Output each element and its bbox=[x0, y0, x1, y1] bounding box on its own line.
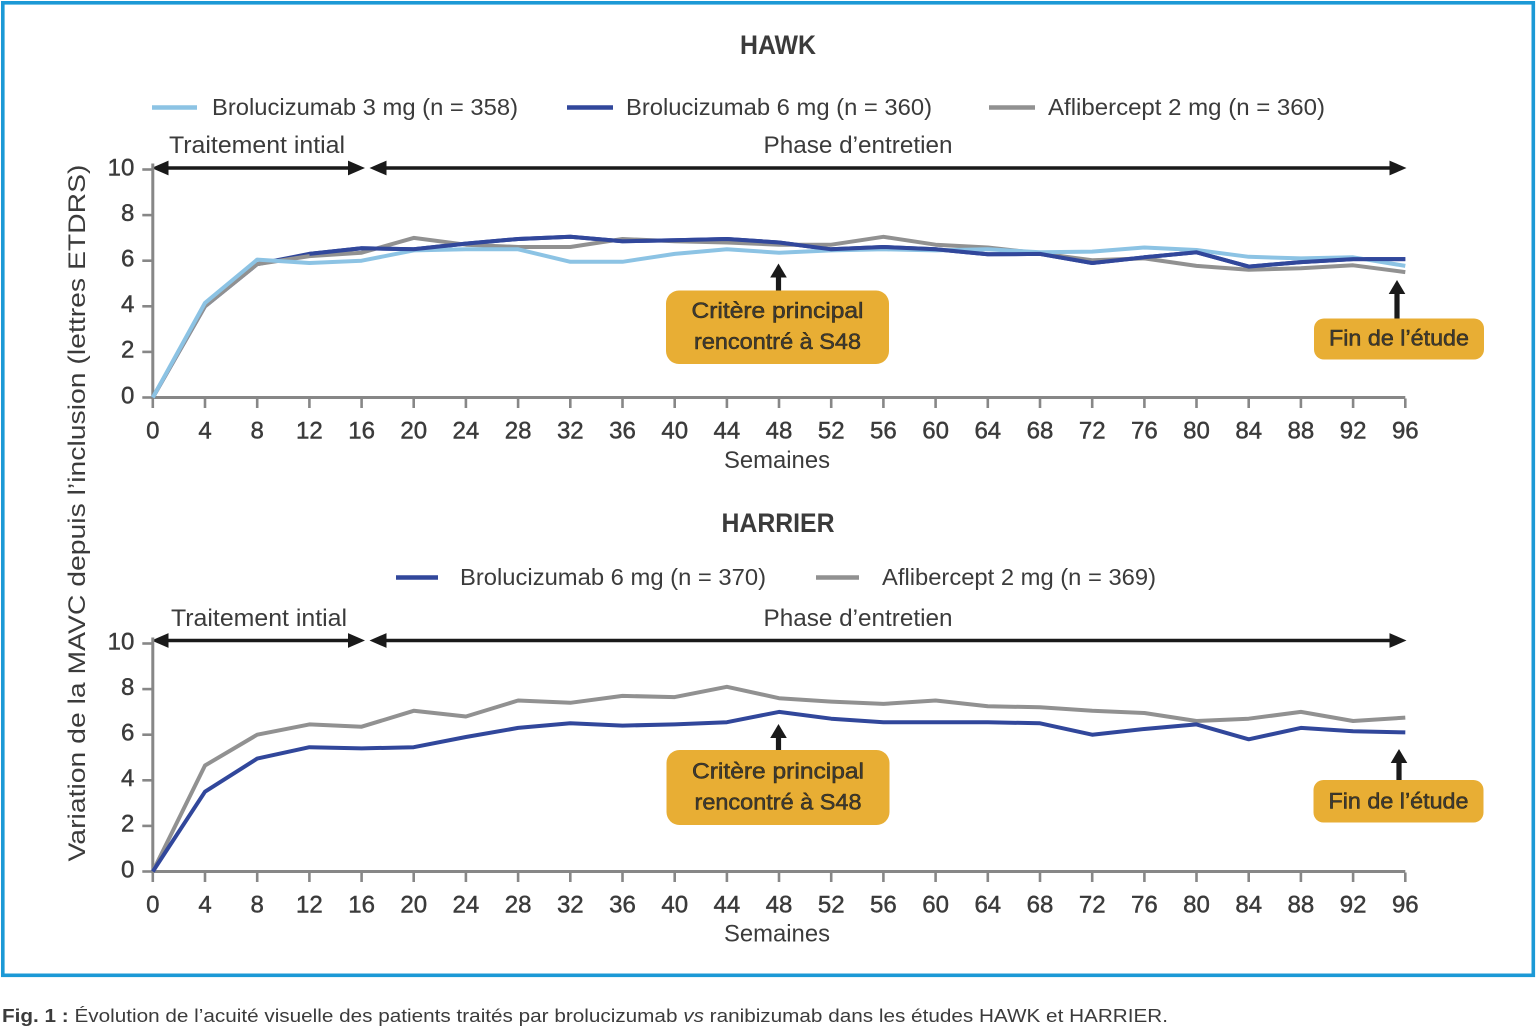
svg-text:Brolucizumab 3 mg (n = 358): Brolucizumab 3 mg (n = 358) bbox=[212, 94, 518, 120]
svg-text:Phase d’entretien: Phase d’entretien bbox=[764, 132, 953, 159]
svg-text:56: 56 bbox=[870, 418, 897, 445]
svg-text:24: 24 bbox=[453, 418, 480, 445]
svg-text:12: 12 bbox=[296, 418, 323, 445]
svg-text:40: 40 bbox=[661, 892, 688, 919]
svg-text:80: 80 bbox=[1183, 892, 1210, 919]
svg-text:32: 32 bbox=[557, 892, 584, 919]
svg-text:0: 0 bbox=[121, 856, 134, 883]
svg-text:8: 8 bbox=[121, 674, 134, 701]
svg-text:64: 64 bbox=[974, 418, 1001, 445]
svg-text:4: 4 bbox=[121, 291, 134, 318]
svg-text:96: 96 bbox=[1392, 892, 1419, 919]
svg-text:52: 52 bbox=[818, 418, 845, 445]
svg-text:8: 8 bbox=[121, 200, 134, 227]
svg-text:72: 72 bbox=[1079, 892, 1106, 919]
svg-text:72: 72 bbox=[1079, 418, 1106, 445]
svg-text:48: 48 bbox=[766, 892, 793, 919]
svg-text:60: 60 bbox=[922, 418, 949, 445]
svg-text:40: 40 bbox=[661, 418, 688, 445]
svg-text:Brolucizumab 6 mg (n = 360): Brolucizumab 6 mg (n = 360) bbox=[626, 94, 932, 120]
svg-text:Semaines: Semaines bbox=[724, 447, 830, 474]
svg-text:36: 36 bbox=[609, 892, 636, 919]
svg-text:20: 20 bbox=[400, 418, 427, 445]
svg-text:Critère principal: Critère principal bbox=[692, 298, 864, 323]
svg-text:16: 16 bbox=[348, 418, 375, 445]
svg-text:Variation de la MAVC depuis l’: Variation de la MAVC depuis l’inclusion … bbox=[64, 165, 91, 862]
svg-text:Aflibercept 2 mg (n = 360): Aflibercept 2 mg (n = 360) bbox=[1048, 94, 1325, 120]
svg-text:2: 2 bbox=[121, 337, 134, 364]
svg-text:96: 96 bbox=[1392, 418, 1419, 445]
svg-text:48: 48 bbox=[766, 418, 793, 445]
svg-text:84: 84 bbox=[1235, 892, 1262, 919]
svg-text:36: 36 bbox=[609, 418, 636, 445]
svg-text:64: 64 bbox=[974, 892, 1001, 919]
svg-text:88: 88 bbox=[1288, 892, 1315, 919]
svg-text:Traitement intial: Traitement intial bbox=[169, 132, 345, 159]
svg-text:10: 10 bbox=[108, 628, 135, 655]
svg-text:4: 4 bbox=[121, 765, 134, 792]
svg-text:2: 2 bbox=[121, 811, 134, 838]
svg-text:rencontré à S48: rencontré à S48 bbox=[694, 329, 861, 354]
svg-text:Fin de l’étude: Fin de l’étude bbox=[1329, 789, 1469, 814]
svg-text:8: 8 bbox=[251, 892, 264, 919]
svg-text:44: 44 bbox=[714, 418, 741, 445]
svg-text:12: 12 bbox=[296, 892, 323, 919]
svg-text:10: 10 bbox=[108, 154, 135, 181]
svg-text:Aflibercept 2 mg (n = 369): Aflibercept 2 mg (n = 369) bbox=[882, 564, 1156, 590]
svg-text:28: 28 bbox=[505, 418, 532, 445]
svg-text:56: 56 bbox=[870, 892, 897, 919]
svg-text:68: 68 bbox=[1027, 892, 1054, 919]
svg-text:4: 4 bbox=[198, 892, 211, 919]
svg-text:Critère principal: Critère principal bbox=[692, 759, 864, 784]
svg-text:92: 92 bbox=[1340, 418, 1367, 445]
svg-text:Traitement intial: Traitement intial bbox=[171, 605, 347, 632]
svg-text:92: 92 bbox=[1340, 892, 1367, 919]
svg-text:68: 68 bbox=[1027, 418, 1054, 445]
svg-text:76: 76 bbox=[1131, 418, 1158, 445]
svg-text:0: 0 bbox=[121, 382, 134, 409]
svg-text:44: 44 bbox=[714, 892, 741, 919]
svg-text:6: 6 bbox=[121, 720, 134, 747]
svg-text:4: 4 bbox=[198, 418, 211, 445]
svg-text:80: 80 bbox=[1183, 418, 1210, 445]
svg-text:HAWK: HAWK bbox=[740, 30, 816, 60]
svg-text:28: 28 bbox=[505, 892, 532, 919]
svg-text:60: 60 bbox=[922, 892, 949, 919]
svg-text:32: 32 bbox=[557, 418, 584, 445]
svg-text:6: 6 bbox=[121, 246, 134, 273]
svg-text:Brolucizumab 6 mg (n = 370): Brolucizumab 6 mg (n = 370) bbox=[460, 564, 766, 590]
svg-text:8: 8 bbox=[251, 418, 264, 445]
svg-text:0: 0 bbox=[146, 418, 159, 445]
svg-text:84: 84 bbox=[1235, 418, 1262, 445]
svg-text:Semaines: Semaines bbox=[724, 921, 830, 948]
svg-text:76: 76 bbox=[1131, 892, 1158, 919]
svg-text:rencontré à S48: rencontré à S48 bbox=[695, 790, 862, 815]
svg-text:20: 20 bbox=[400, 892, 427, 919]
svg-text:Fin de l’étude: Fin de l’étude bbox=[1329, 326, 1469, 351]
svg-text:52: 52 bbox=[818, 892, 845, 919]
svg-text:16: 16 bbox=[348, 892, 375, 919]
svg-text:24: 24 bbox=[453, 892, 480, 919]
svg-text:0: 0 bbox=[146, 892, 159, 919]
svg-text:Fig. 1 : Évolution de l’acuité: Fig. 1 : Évolution de l’acuité visuelle … bbox=[2, 1006, 1168, 1026]
svg-text:88: 88 bbox=[1288, 418, 1315, 445]
svg-text:Phase d’entretien: Phase d’entretien bbox=[764, 605, 953, 632]
svg-text:HARRIER: HARRIER bbox=[722, 508, 835, 538]
